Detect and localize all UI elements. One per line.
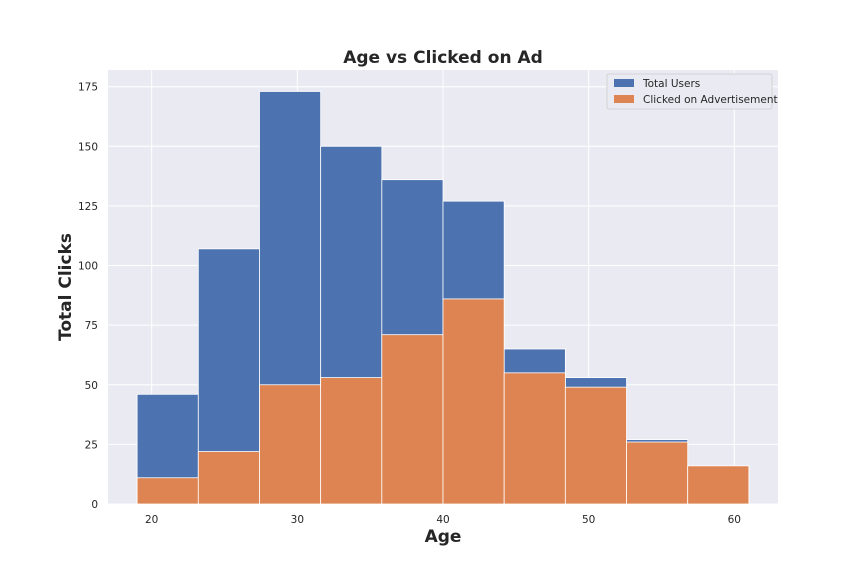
- bar-clicked-on-ad: [503, 372, 566, 505]
- bar-clicked-on-ad: [626, 441, 689, 505]
- y-tick-label: 25: [85, 439, 98, 451]
- bar-clicked-on-ad: [197, 451, 260, 505]
- bar-clicked-on-ad: [381, 334, 444, 505]
- y-tick-label: 100: [78, 261, 98, 273]
- y-axis-label: Total Clicks: [56, 233, 76, 341]
- bar-clicked-on-ad: [136, 477, 199, 505]
- bar-clicked-on-ad: [564, 386, 627, 505]
- x-tick-label: 30: [291, 514, 304, 526]
- bar-clicked-on-ad: [687, 465, 750, 505]
- x-tick-label: 50: [582, 514, 595, 526]
- legend: Total Users Clicked on Advertisement: [606, 73, 778, 110]
- x-tick-label: 40: [436, 514, 449, 526]
- y-tick-label: 150: [78, 141, 98, 153]
- legend-label-total-users: Total Users: [642, 78, 700, 90]
- legend-label-clicked: Clicked on Advertisement: [643, 94, 778, 106]
- legend-box: [606, 73, 773, 110]
- y-tick-label: 75: [85, 320, 98, 332]
- legend-swatch-clicked: [614, 95, 634, 103]
- legend-swatch-total-users: [614, 79, 634, 87]
- bars: [136, 91, 750, 505]
- y-tick-label: 50: [85, 380, 98, 392]
- y-tick-label: 125: [78, 201, 98, 213]
- y-ticks: 0 25 50 75 100 125 150 175: [78, 82, 98, 511]
- x-ticks: 20 30 40 50 60: [145, 514, 741, 526]
- x-tick-label: 20: [145, 514, 158, 526]
- bar-clicked-on-ad: [320, 377, 383, 505]
- y-tick-label: 175: [78, 82, 98, 94]
- x-axis-label: Age: [425, 527, 462, 547]
- y-tick-label: 0: [91, 499, 98, 511]
- bar-clicked-on-ad: [442, 298, 505, 505]
- bar-clicked-on-ad: [259, 384, 322, 505]
- x-tick-label: 60: [728, 514, 741, 526]
- chart-title: Age vs Clicked on Ad: [343, 48, 543, 68]
